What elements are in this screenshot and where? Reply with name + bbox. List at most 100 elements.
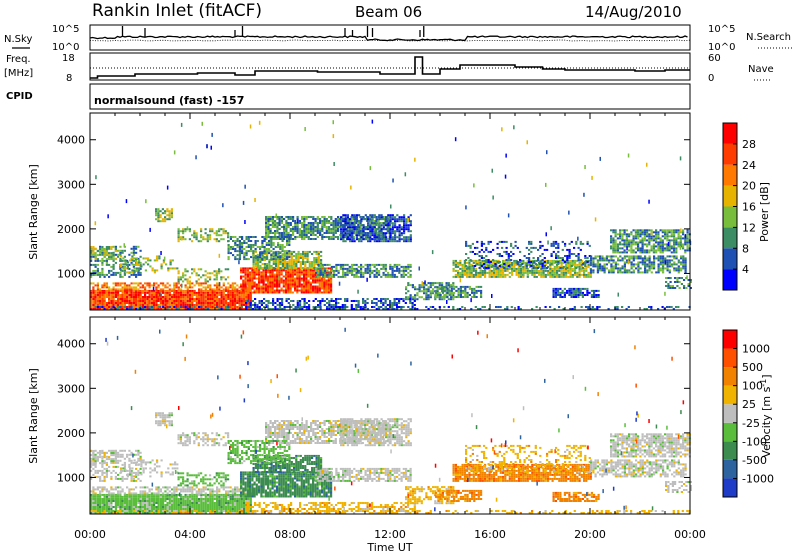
power-cell <box>216 284 219 287</box>
power-cell <box>524 269 527 272</box>
power-cell <box>403 228 406 231</box>
power-cell <box>666 255 669 258</box>
power-cell <box>147 263 150 266</box>
power-cell <box>528 259 531 261</box>
power-cell <box>369 224 372 227</box>
power-cell <box>369 271 372 274</box>
power-cell <box>342 263 345 266</box>
power-cell <box>355 214 358 217</box>
power-cell <box>461 263 464 266</box>
power-cell <box>285 224 288 226</box>
power-cell <box>241 242 244 244</box>
power-cell <box>128 304 131 306</box>
power-cell <box>632 251 635 254</box>
power-cell <box>495 269 498 272</box>
power-cell <box>637 263 640 266</box>
power-cell <box>105 263 108 266</box>
power-cell <box>159 282 162 285</box>
power-cell <box>558 273 561 276</box>
power-cell <box>542 261 545 264</box>
power-cell <box>434 282 437 285</box>
power-cell <box>519 259 522 261</box>
power-cell <box>641 251 644 254</box>
power-cell <box>327 285 330 288</box>
power-cell <box>153 289 156 292</box>
power-cell <box>137 302 140 304</box>
power-cell <box>309 275 312 278</box>
power-cell <box>614 247 617 250</box>
power-cell <box>182 298 185 300</box>
power-cell <box>261 254 264 257</box>
power-cell <box>108 263 111 266</box>
power-cell <box>132 286 135 289</box>
power-cell <box>285 271 288 274</box>
power-cell <box>198 296 201 298</box>
power-cell <box>673 235 676 238</box>
power-cell <box>189 291 192 294</box>
power-cell <box>549 275 552 278</box>
power-cell <box>252 244 255 246</box>
power-cell <box>139 286 142 289</box>
power-cell <box>162 306 165 308</box>
power-cell <box>286 254 289 257</box>
power-cell <box>612 245 615 248</box>
power-cell <box>182 236 185 239</box>
power-cell <box>236 250 239 253</box>
power-cell <box>328 216 331 218</box>
power-cell <box>132 251 135 254</box>
power-cell <box>450 284 453 287</box>
power-cell <box>204 278 207 281</box>
power-cell <box>285 226 288 228</box>
power-cell <box>216 304 219 306</box>
power-cell <box>301 234 304 236</box>
power-cell <box>287 226 290 228</box>
power-cell <box>261 242 264 244</box>
power-cell <box>146 296 149 298</box>
power-cell <box>291 279 294 282</box>
power-cell <box>675 241 678 244</box>
power-cell <box>340 222 343 225</box>
power-cell <box>110 273 113 276</box>
power-cell <box>177 304 180 306</box>
power-cell <box>238 286 241 289</box>
power-cell <box>340 228 343 231</box>
power-cell <box>454 263 457 266</box>
power-cell <box>568 289 571 292</box>
power-cell <box>614 263 617 266</box>
power-cell <box>277 267 280 269</box>
power-cell <box>279 238 282 240</box>
power-cell <box>673 267 676 270</box>
power-cell <box>287 271 290 274</box>
power-cell <box>216 282 219 285</box>
power-cell <box>254 248 257 250</box>
power-cell <box>325 289 328 292</box>
power-cell <box>195 232 198 235</box>
power-cell <box>238 258 241 261</box>
power-cell <box>227 250 230 253</box>
power-cell <box>369 228 372 231</box>
power-cell <box>612 239 615 242</box>
power-cell <box>132 247 135 250</box>
power-cell <box>648 255 651 258</box>
power-cell <box>334 236 337 238</box>
power-cell <box>261 258 264 261</box>
power-cell <box>222 238 225 241</box>
power-cell <box>342 273 345 276</box>
power-cell <box>659 257 662 260</box>
power-cell <box>202 236 205 239</box>
power-cell <box>94 296 97 298</box>
power-cell <box>103 248 106 250</box>
power-cell <box>236 296 239 298</box>
power-cell <box>302 255 305 257</box>
power-cell <box>101 300 104 302</box>
power-cell <box>267 222 270 224</box>
power-cell <box>674 277 677 279</box>
power-cell <box>283 226 286 228</box>
power-cell <box>359 226 362 228</box>
power-cell <box>268 259 271 261</box>
power-cell <box>684 263 687 266</box>
power-cell <box>283 238 286 240</box>
power-cell <box>489 250 492 253</box>
power-cell <box>162 298 165 300</box>
power-cell <box>595 294 598 296</box>
